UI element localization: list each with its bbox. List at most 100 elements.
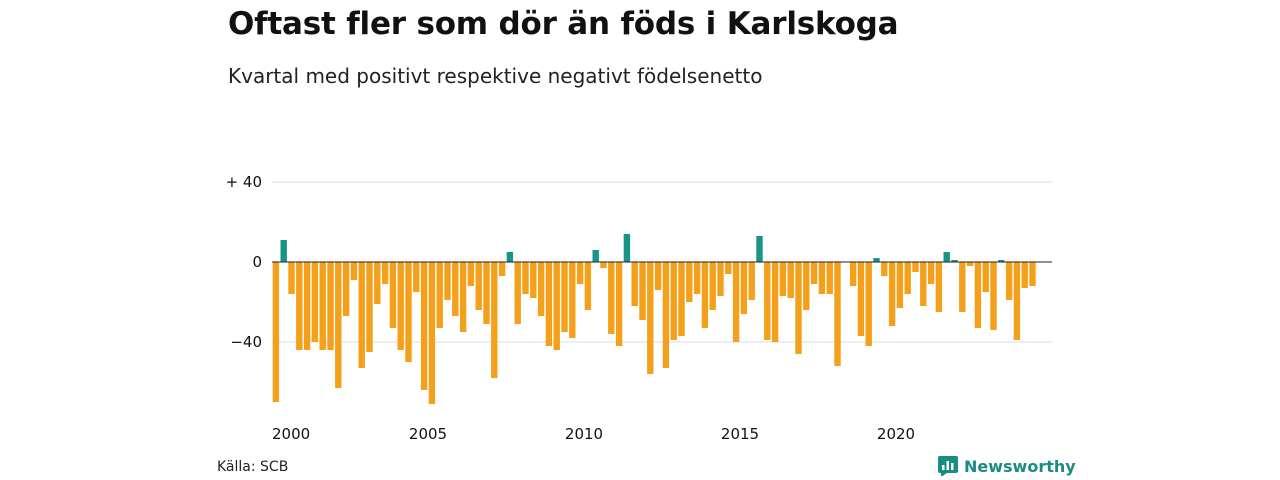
bar: [974, 262, 982, 328]
chart-title: Oftast fler som dör än föds i Karlskoga: [228, 6, 899, 42]
brand-name: Newsworthy: [964, 456, 1076, 476]
bar: [670, 262, 677, 340]
x-tick-label: 2005: [409, 425, 447, 443]
bar: [592, 250, 599, 262]
bar: [951, 260, 958, 262]
bar: [764, 262, 771, 340]
bar: [459, 262, 467, 332]
bar: [647, 262, 654, 374]
bar: [834, 262, 841, 366]
bar: [662, 262, 670, 368]
bar: [303, 262, 311, 350]
bar: [998, 260, 1005, 262]
newsworthy-icon: [938, 456, 958, 476]
bar: [296, 262, 303, 350]
bar: [966, 262, 974, 266]
bar: [311, 262, 319, 342]
bar: [389, 262, 397, 328]
bar: [522, 262, 529, 294]
source-label: Källa: SCB: [217, 459, 289, 475]
bar: [342, 262, 350, 316]
bar: [475, 262, 482, 310]
bar: [491, 262, 498, 378]
bar: [1013, 262, 1021, 340]
bar: [444, 262, 451, 300]
y-axis-ticks: + 40 0 −40: [226, 173, 262, 351]
bar: [982, 262, 989, 292]
bar: [436, 262, 443, 328]
bar: [810, 262, 818, 284]
bar: [654, 262, 662, 290]
bar: [748, 262, 755, 300]
bar: [506, 252, 514, 262]
y-tick-label: −40: [230, 333, 262, 351]
bar: [319, 262, 326, 350]
bar: [452, 262, 459, 316]
chart-subtitle: Kvartal med positivt respektive negativt…: [228, 64, 763, 88]
bar: [545, 262, 553, 346]
bar: [615, 262, 623, 346]
bar: [787, 262, 794, 298]
bar: [639, 262, 646, 320]
bar: [366, 262, 373, 352]
bar: [857, 262, 865, 336]
y-tick-label: 0: [252, 253, 262, 271]
bar: [935, 262, 943, 312]
bar: [771, 262, 779, 342]
x-tick-label: 2020: [877, 425, 915, 443]
bar: [904, 262, 911, 294]
bars: [272, 234, 1052, 404]
bar: [849, 262, 857, 286]
bar: [576, 262, 584, 284]
bar: [990, 262, 997, 330]
bar: [803, 262, 810, 310]
bar: [912, 262, 919, 272]
bar: [335, 262, 342, 388]
bar: [374, 262, 381, 304]
bar: [600, 262, 607, 268]
bar: [405, 262, 412, 362]
bar: [943, 252, 950, 262]
bar: [358, 262, 365, 368]
bar: [413, 262, 420, 292]
bar: [428, 262, 436, 404]
bar: [553, 262, 560, 350]
x-tick-label: 2010: [565, 425, 603, 443]
bar: [631, 262, 638, 306]
bar: [779, 262, 787, 296]
bar: [1005, 262, 1013, 300]
newsworthy-logo: Newsworthy: [938, 456, 1076, 476]
bar: [608, 262, 615, 334]
bar: [686, 262, 693, 302]
bar: [881, 262, 888, 276]
bar: [865, 262, 872, 346]
bar: [826, 262, 833, 294]
bar: [818, 262, 826, 294]
bar: [623, 234, 631, 262]
x-tick-label: 2000: [272, 425, 310, 443]
y-tick-label: + 40: [226, 173, 262, 191]
bar: [725, 262, 732, 274]
x-tick-label: 2015: [721, 425, 759, 443]
bar: [327, 262, 334, 350]
bar: [584, 262, 592, 310]
bar: [888, 262, 896, 326]
bar: [717, 262, 724, 296]
bar: [740, 262, 748, 314]
x-axis-ticks: 2000 2005 2010 2015 2020: [272, 425, 915, 443]
bar: [920, 262, 927, 306]
bar: [959, 262, 966, 312]
bar: [483, 262, 490, 324]
bar: [420, 262, 428, 390]
bar: [561, 262, 568, 332]
bar: [530, 262, 537, 298]
bar: [1021, 262, 1028, 288]
bar: [350, 262, 358, 280]
bar: [514, 262, 521, 324]
bar: [280, 240, 287, 262]
bar: [873, 258, 880, 262]
bar: [693, 262, 701, 294]
bar: [381, 262, 389, 284]
bar: [795, 262, 802, 354]
